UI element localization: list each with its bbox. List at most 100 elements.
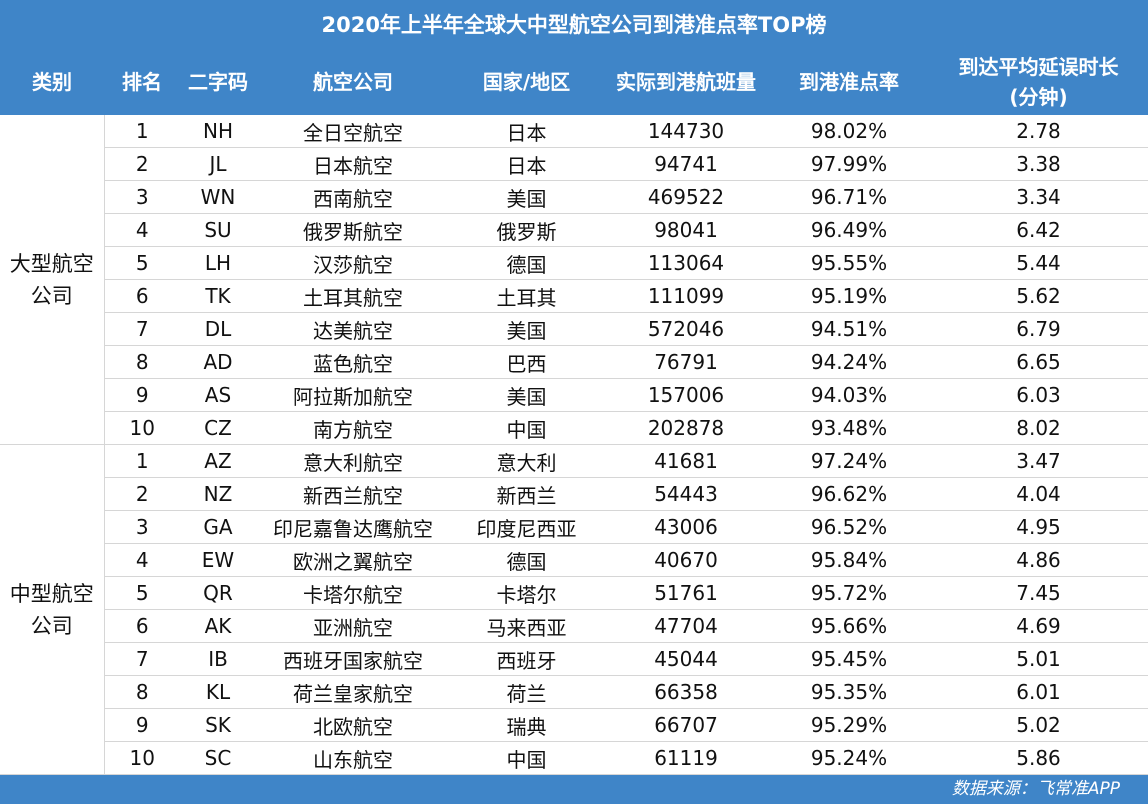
- country-cell: 西班牙: [450, 642, 603, 676]
- table-row: 5 LH 汉莎航空 德国 113064 95.55% 5.44: [0, 246, 1148, 280]
- avg-delay-cell: 4.69: [929, 609, 1148, 643]
- avg-delay-cell: 6.79: [929, 312, 1148, 346]
- avg-delay-cell: 4.95: [929, 510, 1148, 544]
- avg-delay-cell: 6.42: [929, 213, 1148, 247]
- airline-cell: 卡塔尔航空: [256, 576, 450, 610]
- iata-code-cell: WN: [180, 180, 256, 214]
- iata-code-cell: QR: [180, 576, 256, 610]
- avg-delay-cell: 3.34: [929, 180, 1148, 214]
- airline-cell: 北欧航空: [256, 708, 450, 742]
- iata-code-cell: SK: [180, 708, 256, 742]
- header-rank: 排名: [122, 69, 162, 94]
- airline-cell: 荷兰皇家航空: [256, 675, 450, 709]
- header-iata-code: 二字码: [188, 69, 248, 94]
- rank-cell: 1: [104, 444, 180, 478]
- rank-cell: 4: [104, 543, 180, 577]
- arrival-flights-cell: 51761: [603, 576, 769, 610]
- rank-cell: 2: [104, 147, 180, 181]
- avg-delay-cell: 5.01: [929, 642, 1148, 676]
- arrival-flights-cell: 144730: [603, 115, 769, 148]
- arrival-flights-cell: 572046: [603, 312, 769, 346]
- country-cell: 美国: [450, 378, 603, 412]
- iata-code-cell: EW: [180, 543, 256, 577]
- country-cell: 意大利: [450, 444, 603, 478]
- iata-code-cell: TK: [180, 279, 256, 313]
- ontime-rate-cell: 96.52%: [769, 510, 929, 544]
- rank-cell: 7: [104, 642, 180, 676]
- header-ontime-rate: 到港准点率: [799, 69, 899, 94]
- iata-code-cell: AK: [180, 609, 256, 643]
- ontime-rate-cell: 95.19%: [769, 279, 929, 313]
- table-row: 5 QR 卡塔尔航空 卡塔尔 51761 95.72% 7.45: [0, 576, 1148, 610]
- arrival-flights-cell: 66358: [603, 675, 769, 709]
- arrival-flights-cell: 43006: [603, 510, 769, 544]
- rank-cell: 10: [104, 411, 180, 445]
- ontime-rate-cell: 94.51%: [769, 312, 929, 346]
- country-cell: 美国: [450, 312, 603, 346]
- country-cell: 美国: [450, 180, 603, 214]
- avg-delay-cell: 5.86: [929, 741, 1148, 775]
- country-cell: 中国: [450, 741, 603, 775]
- country-cell: 俄罗斯: [450, 213, 603, 247]
- arrival-flights-cell: 157006: [603, 378, 769, 412]
- ontime-rate-cell: 95.29%: [769, 708, 929, 742]
- category-cell: 中型航空公司: [0, 444, 105, 775]
- avg-delay-cell: 4.86: [929, 543, 1148, 577]
- ontime-rate-cell: 95.66%: [769, 609, 929, 643]
- avg-delay-cell: 5.44: [929, 246, 1148, 280]
- country-cell: 巴西: [450, 345, 603, 379]
- table-row: 8 AD 蓝色航空 巴西 76791 94.24% 6.65: [0, 345, 1148, 379]
- table-title: 2020年上半年全球大中型航空公司到港准点率TOP榜: [0, 0, 1148, 48]
- avg-delay-cell: 3.47: [929, 444, 1148, 478]
- iata-code-cell: DL: [180, 312, 256, 346]
- airline-cell: 新西兰航空: [256, 477, 450, 511]
- ontime-rate-cell: 95.45%: [769, 642, 929, 676]
- ontime-rate-cell: 95.35%: [769, 675, 929, 709]
- airline-cell: 土耳其航空: [256, 279, 450, 313]
- ontime-rate-cell: 95.72%: [769, 576, 929, 610]
- arrival-flights-cell: 469522: [603, 180, 769, 214]
- rank-cell: 8: [104, 675, 180, 709]
- footer-bar: 数据来源：飞常准APP: [0, 775, 1148, 804]
- airline-cell: 日本航空: [256, 147, 450, 181]
- airline-cell: 蓝色航空: [256, 345, 450, 379]
- rank-cell: 1: [104, 115, 180, 148]
- iata-code-cell: GA: [180, 510, 256, 544]
- country-cell: 卡塔尔: [450, 576, 603, 610]
- airline-cell: 山东航空: [256, 741, 450, 775]
- table-header-row: 类别 排名 二字码 航空公司 国家/地区 实际到港航班量 到港准点率 到达平均延…: [0, 48, 1148, 115]
- ontime-rate-cell: 95.24%: [769, 741, 929, 775]
- airline-cell: 亚洲航空: [256, 609, 450, 643]
- avg-delay-cell: 7.45: [929, 576, 1148, 610]
- iata-code-cell: KL: [180, 675, 256, 709]
- rank-cell: 9: [104, 708, 180, 742]
- iata-code-cell: CZ: [180, 411, 256, 445]
- rank-cell: 2: [104, 477, 180, 511]
- arrival-flights-cell: 47704: [603, 609, 769, 643]
- country-cell: 德国: [450, 246, 603, 280]
- avg-delay-cell: 6.01: [929, 675, 1148, 709]
- header-airline: 航空公司: [313, 69, 393, 94]
- table-row: 中型航空公司 1 AZ 意大利航空 意大利 41681 97.24% 3.47: [0, 444, 1148, 775]
- rank-cell: 6: [104, 609, 180, 643]
- table-row: 9 SK 北欧航空 瑞典 66707 95.29% 5.02: [0, 708, 1148, 742]
- ontime-rate-cell: 93.48%: [769, 411, 929, 445]
- data-source-label: 数据来源：飞常准APP: [951, 779, 1120, 799]
- airline-cell: 意大利航空: [256, 444, 450, 478]
- country-cell: 印度尼西亚: [450, 510, 603, 544]
- rank-cell: 5: [104, 576, 180, 610]
- avg-delay-cell: 6.65: [929, 345, 1148, 379]
- arrival-flights-cell: 41681: [603, 444, 769, 478]
- table-row: 3 GA 印尼嘉鲁达鹰航空 印度尼西亚 43006 96.52% 4.95: [0, 510, 1148, 544]
- iata-code-cell: SC: [180, 741, 256, 775]
- avg-delay-cell: 3.38: [929, 147, 1148, 181]
- table-row: 7 DL 达美航空 美国 572046 94.51% 6.79: [0, 312, 1148, 346]
- table-row: 6 TK 土耳其航空 土耳其 111099 95.19% 5.62: [0, 279, 1148, 313]
- arrival-flights-cell: 111099: [603, 279, 769, 313]
- arrival-flights-cell: 61119: [603, 741, 769, 775]
- country-cell: 德国: [450, 543, 603, 577]
- table-row: 大型航空公司 1 NH 全日空航空 日本 144730 98.02% 2.78: [0, 115, 1148, 445]
- airline-cell: 俄罗斯航空: [256, 213, 450, 247]
- ontime-rate-cell: 95.55%: [769, 246, 929, 280]
